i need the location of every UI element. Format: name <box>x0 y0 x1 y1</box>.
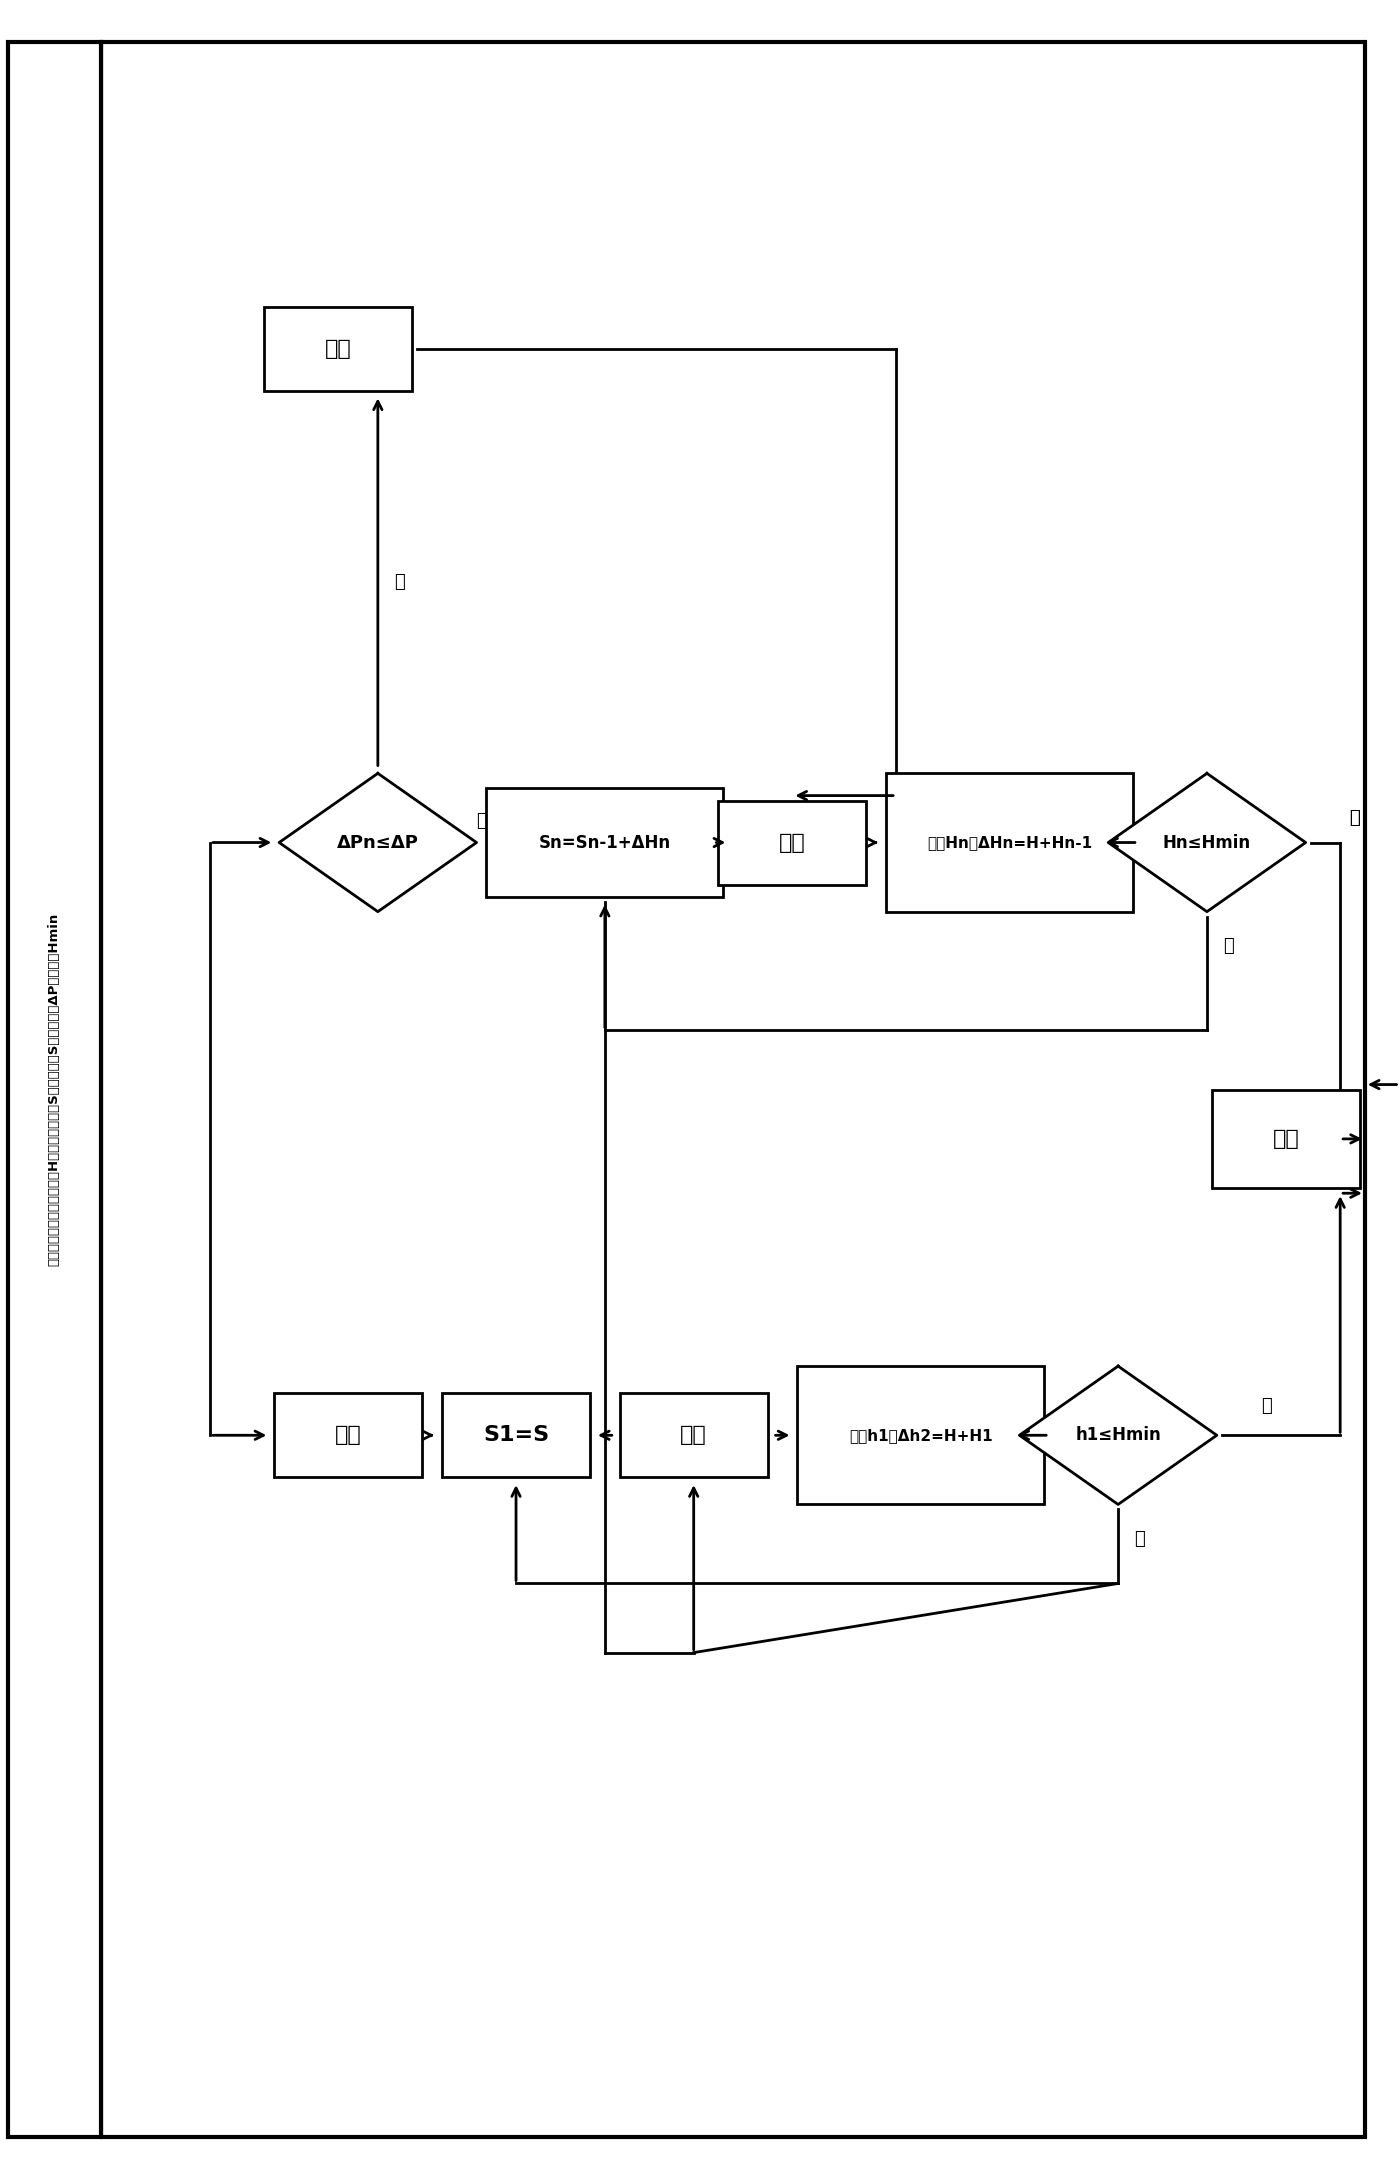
Bar <box>442 1392 590 1477</box>
Text: 计算Hn，ΔHn=H+Hn-1: 计算Hn，ΔHn=H+Hn-1 <box>928 835 1093 850</box>
Bar <box>797 1366 1044 1504</box>
Text: 停机: 停机 <box>1273 1129 1300 1148</box>
Bar <box>620 1392 768 1477</box>
Text: 是: 是 <box>1260 1397 1272 1414</box>
Bar <box>487 789 723 898</box>
Bar <box>264 307 413 390</box>
Text: 否: 否 <box>1135 1530 1146 1547</box>
Text: 计算h1，Δh2=H+H1: 计算h1，Δh2=H+H1 <box>849 1427 992 1442</box>
Bar <box>1212 1090 1360 1188</box>
Bar <box>274 1392 422 1477</box>
Text: 换向: 换向 <box>325 338 351 360</box>
Text: Sn=Sn-1+ΔHn: Sn=Sn-1+ΔHn <box>539 835 672 852</box>
Text: 否: 否 <box>1350 808 1360 826</box>
Text: 换向: 换向 <box>680 1425 706 1445</box>
Polygon shape <box>1020 1366 1217 1504</box>
Text: S1=S: S1=S <box>483 1425 548 1445</box>
Bar <box>886 774 1133 911</box>
Polygon shape <box>280 774 477 911</box>
Text: 开机: 开机 <box>334 1425 361 1445</box>
Text: 在控制装置上设定目标余隙H、初始换向位置S、检测位置S、临界压差ΔP、警报点Hmin: 在控制装置上设定目标余隙H、初始换向位置S、检测位置S、临界压差ΔP、警报点Hm… <box>48 913 60 1266</box>
Text: ΔPn≤ΔP: ΔPn≤ΔP <box>337 835 418 852</box>
Text: Hn≤Hmin: Hn≤Hmin <box>1163 835 1251 852</box>
Text: 是: 是 <box>1223 937 1234 954</box>
Bar <box>718 800 866 885</box>
Text: 是: 是 <box>395 573 404 591</box>
Text: 否: 否 <box>1350 808 1360 826</box>
Polygon shape <box>1108 774 1305 911</box>
Text: h1≤Hmin: h1≤Hmin <box>1076 1427 1161 1445</box>
Text: 换向: 换向 <box>779 832 806 852</box>
Text: 否: 否 <box>476 813 487 830</box>
Bar <box>8 41 102 2138</box>
